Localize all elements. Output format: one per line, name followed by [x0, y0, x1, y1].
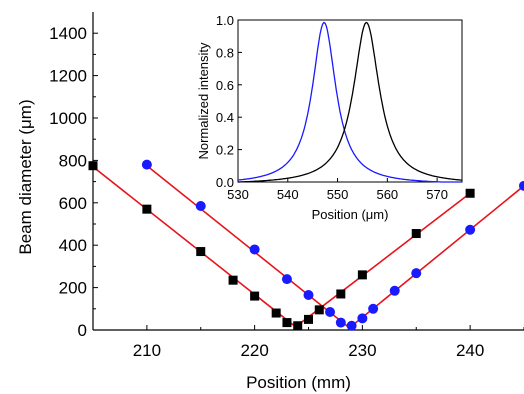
inset-y-tick-label: 0.8: [216, 45, 234, 60]
data-point-circle: [195, 200, 206, 211]
data-point-circle: [389, 285, 400, 296]
data-point-square: [250, 291, 260, 301]
inset-x-axis-title: Position (μm): [312, 207, 389, 222]
inset-x-tick-label: 530: [227, 187, 249, 202]
data-point-circle: [411, 268, 422, 279]
data-point-square: [196, 247, 206, 257]
inset-curve-series-1: [237, 21, 462, 183]
y-tick-label: 200: [59, 279, 87, 298]
inset-y-tick-label: 0.0: [216, 175, 234, 190]
data-point-circle: [519, 180, 524, 191]
data-point-circle: [346, 320, 357, 331]
y-tick-label: 0: [78, 321, 87, 340]
data-point-circle: [335, 317, 346, 328]
y-tick-label: 800: [59, 151, 87, 170]
inset-x-tick-label: 560: [376, 187, 398, 202]
x-tick-label: 240: [456, 341, 484, 360]
data-point-circle: [303, 290, 314, 301]
y-tick-label: 600: [59, 194, 87, 213]
data-point-square: [357, 270, 367, 280]
inset-x-tick-label: 550: [327, 187, 349, 202]
data-point-square: [142, 204, 152, 214]
inset-y-tick-label: 1.0: [216, 13, 234, 28]
data-point-square: [314, 305, 324, 315]
inset-frame: [237, 19, 463, 183]
data-point-circle: [357, 313, 368, 324]
y-tick-label: 1200: [49, 67, 87, 86]
data-point-square: [271, 308, 281, 318]
y-tick-label: 1000: [49, 109, 87, 128]
inset-plot: 0.0 0.2 0.4 0.6 0.8 1.0 530 540 550 560 570 Positio…: [196, 13, 463, 222]
y-axis-title: Beam diameter (μm): [16, 99, 35, 254]
data-point-circle: [281, 274, 292, 285]
main-plot: 0 200 400 600 800 1000 1200 1400 210 220 230 240 Pos…: [16, 12, 524, 392]
inset-y-tick-label: 0.2: [216, 143, 234, 158]
data-point-square: [411, 229, 421, 239]
data-point-circle: [325, 306, 336, 317]
inset-y-tick-label: 0.6: [216, 78, 234, 93]
data-point-circle: [465, 224, 476, 235]
data-point-square: [228, 275, 238, 285]
inset-y-tick-label: 0.4: [216, 110, 234, 125]
x-tick-label: 220: [240, 341, 268, 360]
x-tick-label: 230: [348, 341, 376, 360]
data-point-circle: [141, 159, 152, 170]
inset-x-tick-label: 570: [426, 187, 448, 202]
inset-curve-series-2: [238, 21, 463, 183]
data-point-square: [336, 289, 346, 299]
data-point-square: [88, 161, 98, 171]
data-point-square: [304, 314, 313, 324]
data-point-circle: [249, 244, 260, 255]
data-point-square: [293, 321, 303, 331]
y-tick-label: 400: [59, 236, 87, 255]
x-tick-label: 210: [133, 341, 161, 360]
y-tick-label: 1400: [49, 24, 87, 43]
x-axis-title: Position (mm): [246, 373, 351, 392]
inset-y-axis-title: Normalized intensity: [196, 42, 211, 160]
data-point-square: [282, 318, 292, 328]
inset-x-tick-label: 540: [277, 187, 299, 202]
data-point-circle: [368, 303, 379, 314]
data-point-square: [465, 188, 475, 198]
